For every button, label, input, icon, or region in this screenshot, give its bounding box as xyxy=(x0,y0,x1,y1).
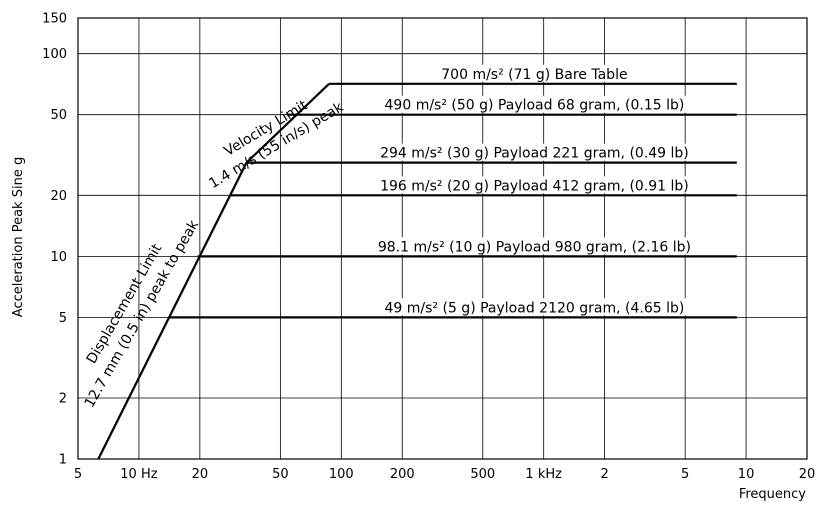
x-tick-label: 2 xyxy=(600,467,608,482)
payload-label: 490 m/s² (50 g) Payload 68 gram, (0.15 l… xyxy=(385,98,685,114)
x-tick-label: 50 xyxy=(272,467,289,482)
x-tick-label: 100 xyxy=(329,467,354,482)
y-tick-label: 5 xyxy=(59,311,67,326)
y-tick-label: 100 xyxy=(42,47,67,62)
velocity-limit-line xyxy=(245,83,330,164)
x-tick-label: 500 xyxy=(470,467,495,482)
x-tick-label: 5 xyxy=(681,467,689,482)
x-axis-label: Frequency xyxy=(739,487,806,502)
x-tick-label: 20 xyxy=(799,467,816,482)
series-lines xyxy=(168,82,737,319)
y-axis-label: Acceleration Peak Sine g xyxy=(11,157,26,317)
payload-label: 196 m/s² (20 g) Payload 412 gram, (0.91 … xyxy=(380,178,689,194)
series-labels: 700 m/s² (71 g) Bare Table 490 m/s² (50 g… xyxy=(373,64,696,316)
velocity-limit-annotation: Velocity Limit 1.4 m/s (55 in/s) peak xyxy=(206,97,347,192)
displacement-limit-value: 12.7 mm (0.5 in) peak to peak xyxy=(82,217,203,411)
plot-frame xyxy=(77,17,808,460)
limit-lines xyxy=(97,83,330,460)
x-tick-label: 5 xyxy=(74,467,82,482)
y-tick-label: 150 xyxy=(42,12,67,27)
y-tick-label: 20 xyxy=(50,189,67,204)
payload-label-bg xyxy=(437,64,632,82)
displacement-limit-annotation: Displacement Limit 12.7 mm (0.5 in) peak… xyxy=(82,217,203,411)
payload-label-bg xyxy=(376,143,693,161)
payload-label-bg xyxy=(380,95,689,113)
y-tick-label: 10 xyxy=(50,250,67,265)
x-tick-label: 200 xyxy=(390,467,415,482)
x-axis-ticks: 5 10 Hz 20 50 100 200 500 1 kHz 2 5 10 20 xyxy=(74,467,815,482)
payload-label-bg xyxy=(380,298,689,316)
payload-label-bg xyxy=(373,237,696,255)
payload-label: 294 m/s² (30 g) Payload 221 gram, (0.49 … xyxy=(380,146,689,162)
x-tick-label: 10 xyxy=(738,467,755,482)
y-tick-label: 1 xyxy=(59,453,67,468)
y-axis-ticks: 1 2 5 10 20 50 100 150 xyxy=(42,12,67,468)
x-tick-label: 20 xyxy=(192,467,209,482)
displacement-limit-line xyxy=(97,162,248,460)
y-tick-label: 50 xyxy=(50,108,67,123)
payload-label: 98.1 m/s² (10 g) Payload 980 gram, (2.16… xyxy=(378,239,691,255)
payload-label: 49 m/s² (5 g) Payload 2120 gram, (4.65 l… xyxy=(385,300,685,316)
payload-label: 700 m/s² (71 g) Bare Table xyxy=(441,67,627,83)
x-tick-label: 10 Hz xyxy=(120,467,157,482)
y-tick-label: 2 xyxy=(59,391,67,406)
payload-label-bg xyxy=(376,176,693,194)
x-tick-label: 1 kHz xyxy=(525,467,562,482)
